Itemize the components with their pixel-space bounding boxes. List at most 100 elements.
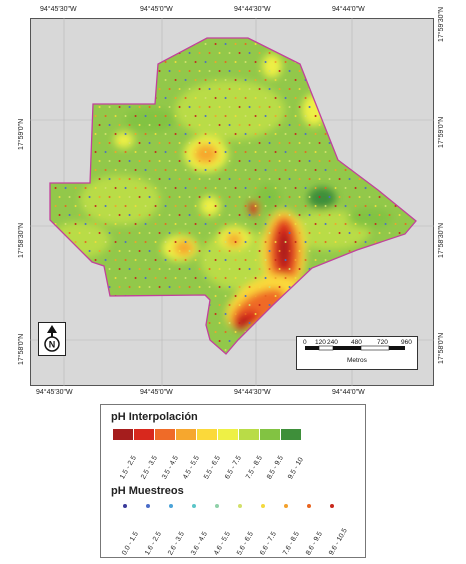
sample-point bbox=[108, 268, 111, 270]
sample-point bbox=[368, 70, 371, 72]
sample-point bbox=[404, 97, 407, 99]
sample-point bbox=[394, 277, 397, 279]
sample-point bbox=[374, 169, 377, 171]
sample-point bbox=[74, 205, 77, 207]
sample-point bbox=[214, 97, 217, 99]
sample-point bbox=[408, 322, 411, 324]
sample-point bbox=[238, 196, 241, 198]
sample-point bbox=[254, 277, 257, 279]
sample-point bbox=[154, 61, 157, 63]
sample-point bbox=[318, 178, 321, 180]
sample-point bbox=[174, 277, 177, 279]
sample-point bbox=[394, 61, 397, 63]
sample-point bbox=[298, 286, 301, 288]
sample-point bbox=[238, 232, 241, 234]
sample-point bbox=[208, 322, 211, 324]
sample-point bbox=[164, 331, 167, 333]
sample-point bbox=[354, 43, 357, 45]
sample-point bbox=[228, 124, 231, 126]
sample-point bbox=[318, 142, 321, 144]
interp-class-label: 3.5 - 4.5 bbox=[161, 454, 180, 481]
sample-point bbox=[338, 214, 341, 216]
sample-point bbox=[348, 124, 351, 126]
sample-point bbox=[124, 43, 127, 45]
sample-point bbox=[364, 259, 367, 261]
sample-point bbox=[378, 88, 381, 90]
sample-point bbox=[134, 79, 137, 81]
sample-point bbox=[348, 286, 351, 288]
sample-point bbox=[324, 169, 327, 171]
sample-point bbox=[318, 304, 321, 306]
sample-point bbox=[144, 97, 147, 99]
sample-point bbox=[164, 115, 167, 117]
sample-point bbox=[258, 106, 261, 108]
sample-point bbox=[288, 88, 291, 90]
sample-point bbox=[314, 151, 317, 153]
sample-point bbox=[228, 106, 231, 108]
sample-point bbox=[64, 241, 67, 243]
sample-point bbox=[414, 187, 416, 189]
sample-point bbox=[154, 43, 157, 45]
sample-point bbox=[74, 169, 77, 171]
sample-point bbox=[404, 223, 407, 225]
coord-right-1: 17°59'30"N bbox=[438, 6, 445, 42]
sample-point bbox=[298, 304, 301, 306]
sample-point bbox=[284, 241, 287, 243]
sample-point bbox=[204, 277, 207, 279]
sample-point bbox=[94, 43, 97, 45]
sample-point bbox=[294, 187, 297, 189]
sample-point bbox=[228, 250, 231, 252]
sample-point bbox=[388, 52, 391, 54]
sample-point bbox=[408, 106, 411, 108]
sample-point bbox=[394, 79, 397, 81]
sample-point bbox=[394, 187, 397, 189]
sample-point bbox=[308, 142, 311, 144]
sample-point bbox=[114, 349, 117, 351]
sample-point bbox=[308, 250, 311, 252]
sample-dot-swatch bbox=[146, 504, 150, 508]
sample-point bbox=[348, 232, 351, 234]
sample-point bbox=[68, 286, 71, 288]
sample-point bbox=[84, 115, 87, 117]
sample-point bbox=[364, 169, 367, 171]
sample-point bbox=[154, 349, 157, 351]
sample-point bbox=[408, 232, 411, 234]
sample-point bbox=[324, 277, 327, 279]
sample-point bbox=[408, 88, 411, 90]
sample-class-label: 5.6 - 6.5 bbox=[236, 530, 255, 557]
coord-right-4: 17°58'0"N bbox=[438, 332, 445, 364]
sample-dot-swatch bbox=[307, 504, 311, 508]
sample-point bbox=[358, 322, 361, 324]
sample-point bbox=[368, 304, 371, 306]
sample-point bbox=[118, 88, 121, 90]
sample-point bbox=[354, 205, 357, 207]
sample-point bbox=[58, 70, 61, 72]
sample-point bbox=[198, 232, 201, 234]
interp-swatch bbox=[239, 429, 259, 440]
sample-point bbox=[138, 124, 141, 126]
sample-point bbox=[78, 322, 81, 324]
sample-point bbox=[419, 142, 421, 144]
sample-point bbox=[214, 115, 217, 117]
sample-point bbox=[224, 295, 227, 297]
sample-dot-swatch bbox=[215, 504, 219, 508]
sample-point bbox=[174, 205, 177, 207]
sample-point bbox=[398, 88, 401, 90]
sample-point bbox=[288, 250, 291, 252]
sample-point bbox=[324, 115, 327, 117]
sample-point bbox=[158, 322, 161, 324]
sample-point bbox=[238, 304, 241, 306]
sample-point bbox=[294, 259, 297, 261]
sample-point bbox=[288, 142, 291, 144]
sample-point bbox=[104, 295, 107, 297]
sample-point bbox=[88, 286, 91, 288]
sample-point bbox=[108, 142, 111, 144]
sample-point bbox=[354, 115, 357, 117]
coord-bottom-3: 94°44'30"W bbox=[234, 389, 271, 396]
sample-point bbox=[344, 241, 347, 243]
sample-point bbox=[274, 115, 277, 117]
sample-point bbox=[214, 151, 217, 153]
sample-point bbox=[398, 52, 401, 54]
sample-point bbox=[184, 349, 187, 351]
